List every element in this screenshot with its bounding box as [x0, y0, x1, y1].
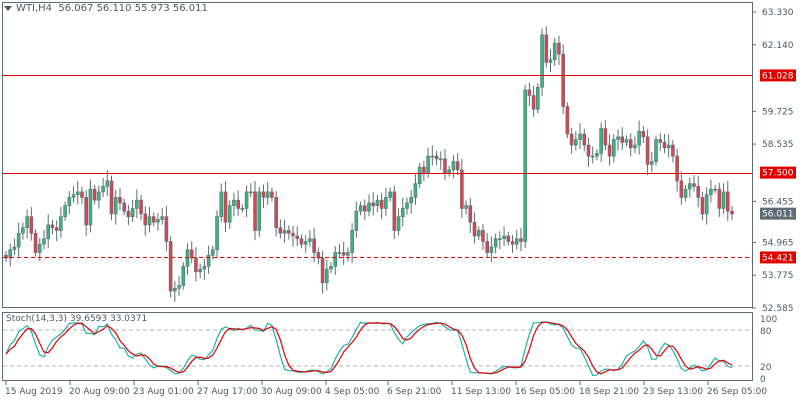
- svg-text:0: 0: [760, 375, 766, 385]
- stoch-frame: [2, 312, 753, 381]
- svg-text:54.421: 54.421: [762, 253, 794, 263]
- svg-text:11 Sep 13:00: 11 Sep 13:00: [451, 387, 511, 397]
- stoch-axis: 100 80 20 0: [760, 315, 777, 385]
- svg-text:57.500: 57.500: [762, 169, 794, 179]
- price-axis: 63.330 62.140 59.725 58.535 56.455 54.965 53.7…: [752, 8, 796, 314]
- ohlc-values: 56.067 56.110 55.973 56.011: [58, 3, 208, 14]
- svg-text:20: 20: [760, 363, 772, 373]
- svg-text:52.585: 52.585: [762, 304, 794, 314]
- svg-text:16 Sep 05:00: 16 Sep 05:00: [515, 387, 575, 397]
- svg-text:4 Sep 05:00: 4 Sep 05:00: [325, 387, 380, 397]
- symbol-label: WTI,H4: [16, 3, 53, 14]
- svg-text:23 Sep 13:00: 23 Sep 13:00: [643, 387, 703, 397]
- chart-header: WTI,H4 56.067 56.110 55.973 56.011: [4, 3, 208, 14]
- svg-text:58.535: 58.535: [762, 140, 794, 150]
- svg-text:56.455: 56.455: [762, 197, 794, 207]
- svg-text:15 Aug 2019: 15 Aug 2019: [5, 387, 63, 397]
- svg-text:26 Sep 05:00: 26 Sep 05:00: [707, 387, 767, 397]
- candlestick-series: [4, 26, 734, 302]
- time-axis: 15 Aug 2019 20 Aug 09:00 23 Aug 01:00 27 Au…: [5, 381, 767, 397]
- svg-text:20 Aug 09:00: 20 Aug 09:00: [69, 387, 130, 397]
- svg-text:53.775: 53.775: [762, 271, 794, 281]
- price-levels: [3, 75, 752, 258]
- svg-text:100: 100: [760, 315, 777, 325]
- svg-text:6 Sep 21:00: 6 Sep 21:00: [387, 387, 442, 397]
- collapse-triangle-icon[interactable]: [4, 5, 12, 11]
- svg-text:56.011: 56.011: [762, 210, 794, 220]
- main-chart-frame: [2, 2, 753, 308]
- svg-text:59.725: 59.725: [762, 107, 794, 117]
- stochastic-oscillator: [3, 321, 752, 377]
- svg-text:80: 80: [760, 327, 772, 337]
- svg-text:54.965: 54.965: [762, 238, 794, 248]
- svg-text:63.330: 63.330: [762, 8, 794, 18]
- svg-text:62.140: 62.140: [762, 41, 794, 51]
- svg-text:61.028: 61.028: [762, 71, 794, 81]
- svg-text:18 Sep 21:00: 18 Sep 21:00: [579, 387, 639, 397]
- stoch-label: Stoch(14,3,3) 39.6593 33.0371: [6, 314, 148, 324]
- svg-text:27 Aug 17:00: 27 Aug 17:00: [197, 387, 258, 397]
- svg-text:23 Aug 01:00: 23 Aug 01:00: [133, 387, 194, 397]
- svg-text:30 Aug 09:00: 30 Aug 09:00: [261, 387, 322, 397]
